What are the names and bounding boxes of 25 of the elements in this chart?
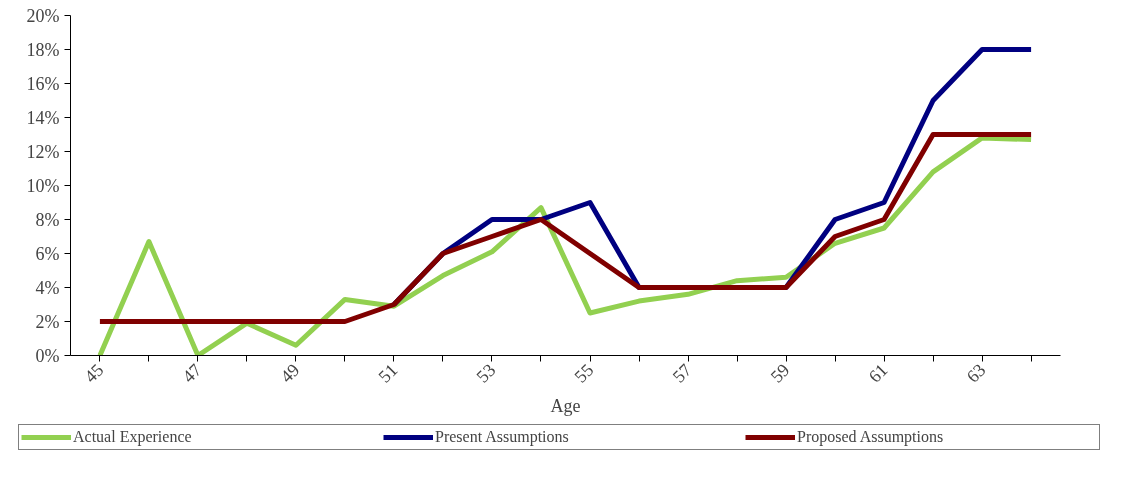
y-tick-label: 10% [26,175,60,196]
x-tick-label: 61 [864,359,892,387]
legend-label: Actual Experience [72,428,193,446]
x-tick-label: 45 [80,359,108,387]
x-tick-label: 51 [374,359,402,387]
y-tick-label: 20% [26,5,60,26]
legend-label: Present Assumptions [434,428,570,446]
y-tick-label: 14% [26,107,60,128]
x-tick-label: 63 [962,359,990,387]
y-tick-label: 16% [26,73,60,94]
y-tick-label: 18% [26,39,60,60]
x-tick-label: 55 [570,359,598,387]
x-tick-label: 59 [766,359,794,387]
y-tick-label: 0% [35,345,60,366]
y-tick-label: 8% [35,209,60,230]
x-tick-label: 49 [276,359,304,387]
y-tick-label: 2% [35,311,60,332]
y-tick-label: 6% [35,243,60,264]
y-tick-label: 12% [26,141,60,162]
x-tick-label: 53 [472,359,500,387]
x-tick-label: 57 [668,359,696,387]
x-tick-label: 47 [178,359,206,387]
x-axis-title: Age [550,396,581,417]
y-tick-label: 4% [35,277,60,298]
legend-label: Proposed Assumptions [796,428,945,446]
